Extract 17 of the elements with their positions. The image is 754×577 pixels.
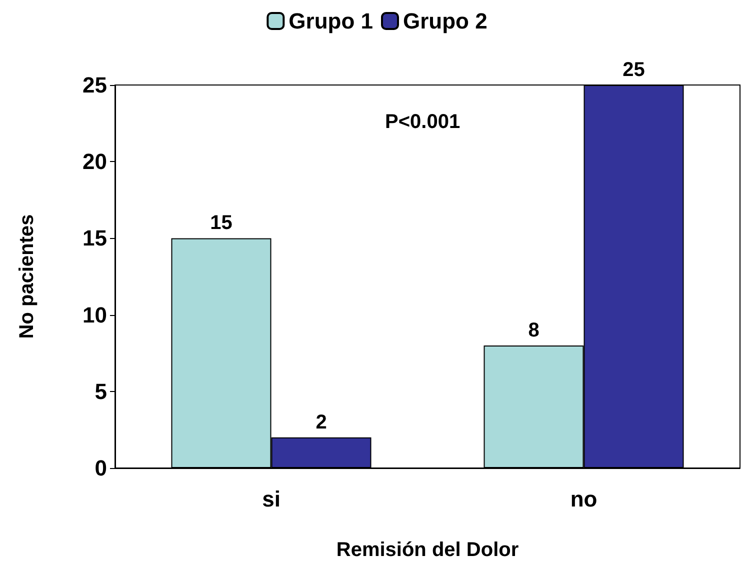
- x-tick-label: no: [570, 486, 598, 512]
- y-tick-label: 10: [82, 302, 107, 328]
- data-label: 25: [622, 59, 645, 81]
- y-tick-label: 5: [94, 378, 107, 404]
- y-tick-label: 15: [82, 226, 107, 251]
- x-axis-title: Remisión del Dolor: [336, 539, 519, 561]
- annotation: P<0.001: [385, 111, 460, 133]
- y-tick-label: 0: [94, 456, 107, 480]
- legend-label: Grupo 1: [288, 8, 374, 34]
- y-tick-label: 25: [82, 72, 107, 98]
- data-label: 15: [210, 212, 232, 234]
- legend-label: Grupo 2: [403, 8, 488, 34]
- y-tick-label: 20: [82, 149, 107, 174]
- data-label: 2: [316, 411, 327, 434]
- data-label: 8: [528, 319, 540, 342]
- x-tick-label: si: [262, 486, 280, 512]
- y-axis-title: No pacientes: [16, 214, 38, 339]
